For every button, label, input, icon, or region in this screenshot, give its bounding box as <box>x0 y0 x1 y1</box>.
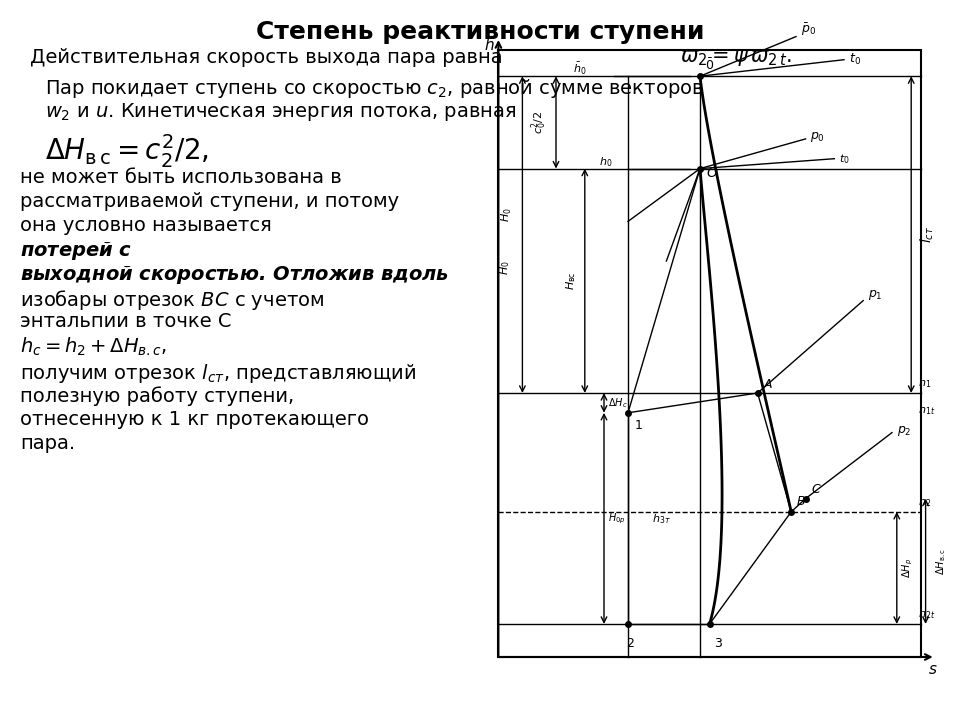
Text: Действительная скорость выхода пара равна: Действительная скорость выхода пара равн… <box>30 48 503 67</box>
Text: энтальпии в точке С: энтальпии в точке С <box>20 312 231 331</box>
Text: $w_2$ и $u$. Кинетическая энергия потока, равная: $w_2$ и $u$. Кинетическая энергия потока… <box>45 101 516 123</box>
Text: $h_1$: $h_1$ <box>919 377 932 390</box>
Text: $h_c = h_2 +\Delta H_{в.с},$: $h_c = h_2 +\Delta H_{в.с},$ <box>20 336 167 359</box>
Text: $B$: $B$ <box>796 495 805 508</box>
Text: $C$: $C$ <box>811 483 822 496</box>
Text: $\Delta H_p$: $\Delta H_p$ <box>900 558 915 578</box>
Bar <box>498 50 921 657</box>
Text: $H_0$: $H_0$ <box>498 260 513 275</box>
Text: пара.: пара. <box>20 434 75 453</box>
Text: $\bar{0}$: $\bar{0}$ <box>705 57 714 73</box>
Text: $\bar{p}_0$: $\bar{p}_0$ <box>801 22 816 38</box>
Text: $\bfit{выходной\ скоростью}$. Отложив вдоль: $\bfit{выходной\ скоростью}$. Отложив вд… <box>20 264 449 286</box>
Text: $h_{3т}$: $h_{3т}$ <box>652 512 671 526</box>
Text: она условно называется: она условно называется <box>20 216 278 235</box>
Text: $H_{\rm вс}$: $H_{\rm вс}$ <box>564 271 578 290</box>
Text: Пар покидает ступень со скоростью $c_2$, равной сумме векторов: Пар покидает ступень со скоростью $c_2$,… <box>45 77 704 100</box>
Text: $l_{ст}$: $l_{ст}$ <box>919 226 936 243</box>
Text: $O$: $O$ <box>706 166 718 179</box>
Text: $1$: $1$ <box>634 419 642 432</box>
Text: $h_0$: $h_0$ <box>599 156 612 169</box>
Text: $h_{1t}$: $h_{1t}$ <box>919 402 936 417</box>
Text: изобары отрезок $BC$ с учетом: изобары отрезок $BC$ с учетом <box>20 288 324 312</box>
Text: $\Delta H_c$: $\Delta H_c$ <box>608 396 628 410</box>
Text: отнесенную к 1 кг протекающего: отнесенную к 1 кг протекающего <box>20 410 369 429</box>
Text: $p_2$: $p_2$ <box>897 423 911 438</box>
Text: $\varpi_2 = \psi\,\varpi_{2\,t}.$: $\varpi_2 = \psi\,\varpi_{2\,t}.$ <box>680 48 792 68</box>
Text: $2$: $2$ <box>626 637 635 650</box>
Text: $\Delta H_{\rm в\,с} = c_2^2/2,$: $\Delta H_{\rm в\,с} = c_2^2/2,$ <box>45 132 209 170</box>
Text: не может быть использована в: не может быть использована в <box>20 168 342 187</box>
Text: $\bar{h}_0$: $\bar{h}_0$ <box>573 60 587 77</box>
Text: $p_0$: $p_0$ <box>810 130 826 144</box>
Text: $\bar{t}_0$: $\bar{t}_0$ <box>849 50 861 67</box>
Text: Степень реактивности ступени: Степень реактивности ступени <box>255 20 705 44</box>
Text: $3$: $3$ <box>714 637 723 650</box>
Text: $\Delta H_{\rm в.с}$: $\Delta H_{\rm в.с}$ <box>934 548 948 575</box>
Text: $c_0^2/2$: $c_0^2/2$ <box>529 111 549 134</box>
Text: $t_0$: $t_0$ <box>839 152 850 166</box>
Text: $h_2$: $h_2$ <box>919 495 931 509</box>
Text: $s$: $s$ <box>928 662 938 677</box>
Text: $H_{0р}$: $H_{0р}$ <box>608 511 626 526</box>
Text: $h$: $h$ <box>484 37 494 53</box>
Text: $A$: $A$ <box>763 378 774 391</box>
Text: рассматриваемой ступени, и потому: рассматриваемой ступени, и потому <box>20 192 399 211</box>
Text: получим отрезок $l_{ст}$, представляющий: получим отрезок $l_{ст}$, представляющий <box>20 362 417 385</box>
Text: $h_{2t}$: $h_{2t}$ <box>919 608 936 621</box>
Text: полезную работу ступени,: полезную работу ступени, <box>20 386 294 405</box>
Text: $\bfit{потерей\ с}$: $\bfit{потерей\ с}$ <box>20 240 132 262</box>
Text: $p_1$: $p_1$ <box>868 288 882 302</box>
Text: $\overline{H}_0$: $\overline{H}_0$ <box>497 207 514 222</box>
